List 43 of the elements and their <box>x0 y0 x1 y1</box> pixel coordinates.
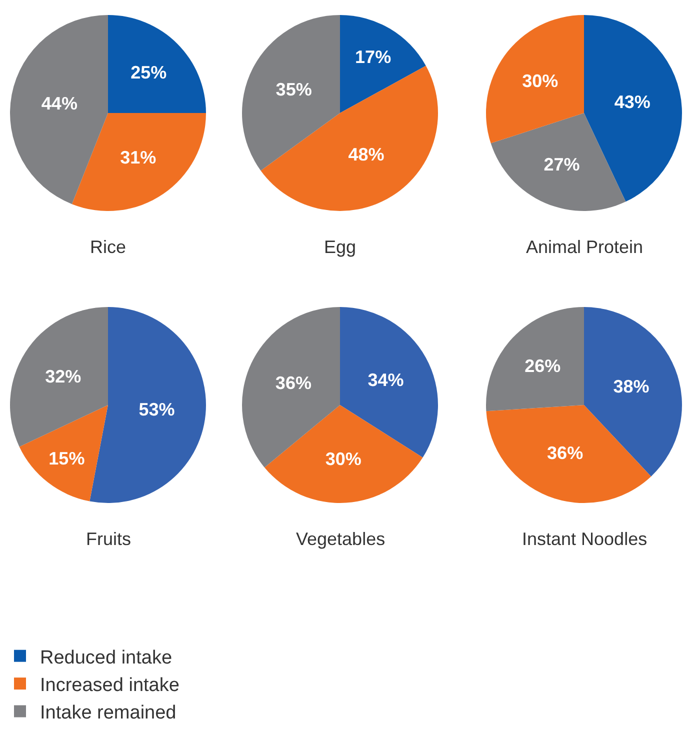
legend-label: Reduced intake <box>40 647 172 668</box>
data-label: 30% <box>325 449 362 470</box>
legend-label: Increased intake <box>40 674 180 696</box>
data-label: 53% <box>138 400 175 420</box>
text: Instant Noodles <box>522 529 648 549</box>
data-label: 17% <box>355 47 392 68</box>
data-label: 31% <box>120 147 156 168</box>
pie-slice <box>264 405 423 503</box>
data-label: 38% <box>613 376 650 396</box>
pie-slice <box>10 15 108 204</box>
pie-slice <box>72 113 206 211</box>
data-label: 48% <box>348 144 384 164</box>
data-label: 30% <box>522 71 558 92</box>
text: Rice <box>90 237 126 257</box>
pie-slice <box>242 15 340 171</box>
data-label: 26% <box>524 356 561 376</box>
data-label: 44% <box>41 94 78 114</box>
data-label: 32% <box>45 366 82 387</box>
legend-label: Intake remained <box>40 702 176 724</box>
data-label: 15% <box>48 448 85 468</box>
text: Egg <box>324 237 356 257</box>
pie-slice <box>486 15 584 144</box>
text: Vegetables <box>296 529 386 549</box>
pie-slice <box>490 113 626 211</box>
pie-slice <box>486 307 584 412</box>
data-label: 34% <box>368 370 404 390</box>
pie-slice <box>260 66 438 211</box>
pie-slice <box>19 405 108 502</box>
pie-slice <box>486 405 652 503</box>
data-label: 36% <box>547 442 584 463</box>
pie-slice <box>10 307 108 447</box>
pie-slice <box>108 15 206 113</box>
text: Fruits <box>86 529 131 549</box>
pie-slice <box>584 15 682 202</box>
pie-slice <box>584 307 682 476</box>
text: Animal Protein <box>526 237 644 257</box>
pie-slice <box>340 15 426 113</box>
data-label: 35% <box>276 79 312 100</box>
pie-slice <box>90 307 206 503</box>
data-label: 27% <box>544 154 580 174</box>
data-label: 36% <box>275 373 312 394</box>
data-label: 25% <box>130 62 167 82</box>
data-label: 43% <box>614 92 650 112</box>
